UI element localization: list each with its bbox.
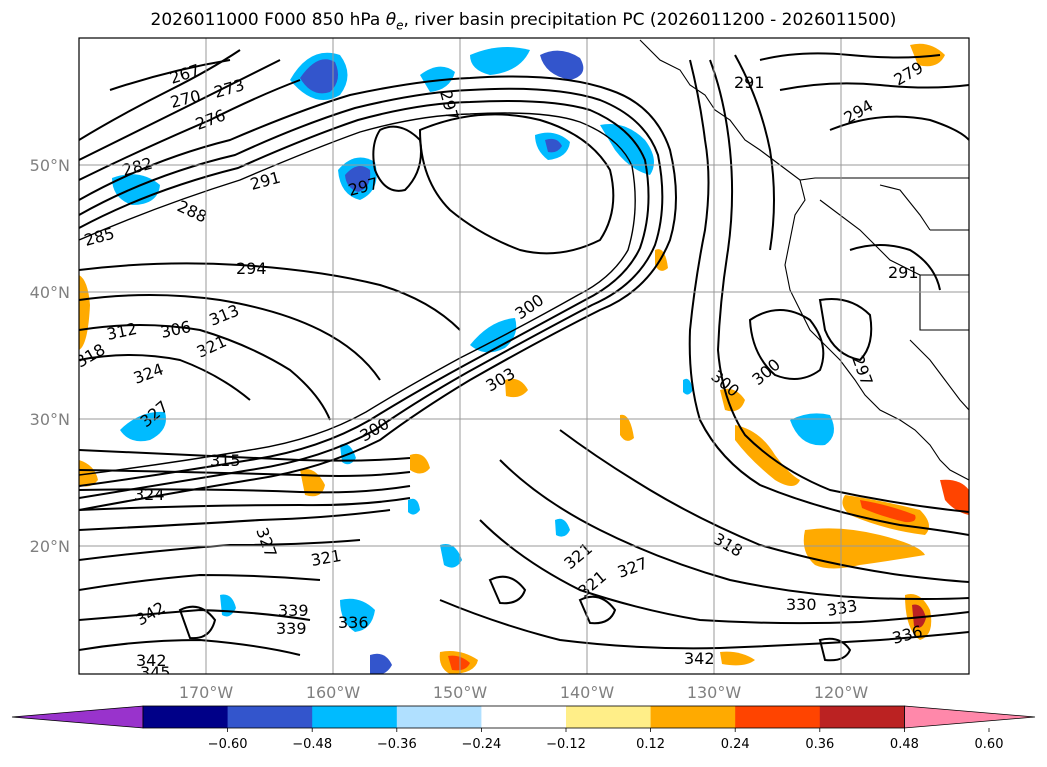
lon-label: 140°W	[560, 683, 615, 702]
colorbar-bin	[566, 706, 652, 728]
colorbar-tick-label: 0.24	[721, 737, 750, 752]
graticule	[79, 38, 969, 674]
map-frame	[78, 37, 970, 675]
colorbar-tick-label: −0.24	[461, 737, 501, 752]
map-plot-area: 267 270 273 276 279 282 285 288 291 291 …	[79, 38, 969, 682]
contour-label: 324	[134, 485, 165, 504]
colorbar-bin	[650, 706, 736, 728]
lat-label: 20°N	[30, 537, 70, 556]
colorbar-frame	[142, 705, 905, 729]
contour-label: 342	[136, 651, 167, 670]
contour-label: 330	[786, 595, 817, 614]
colorbar-bin	[396, 706, 482, 728]
colorbar-bin	[481, 706, 567, 728]
contour-label: 294	[236, 259, 267, 278]
colorbar: −0.60 −0.48 −0.36 −0.24 −0.12 0.12 0.24 0.36 0.4…	[11, 705, 1036, 752]
contour-label: 345	[140, 663, 171, 682]
colorbar-bin	[735, 706, 821, 728]
colorbar-tick-label: 0.48	[890, 737, 919, 752]
lat-label: 40°N	[30, 283, 70, 302]
colorbar-tick-label: 0.60	[975, 737, 1004, 752]
title-prefix: 2026011000 F000 850 hPa	[150, 10, 386, 30]
coastline	[639, 39, 969, 481]
title-theta-sub: e	[396, 18, 404, 33]
colorbar-tick-label: 0.36	[805, 737, 834, 752]
title-suffix: , river basin precipitation PC (20260112…	[403, 10, 897, 30]
contour-label: 342	[684, 649, 715, 668]
colorbar-tick-label: 0.12	[636, 737, 665, 752]
colorbar-tick-label: −0.48	[292, 737, 332, 752]
lon-label: 120°W	[814, 683, 869, 702]
lat-label: 30°N	[30, 410, 70, 429]
colorbar-tick-label: −0.12	[546, 737, 586, 752]
contour-label: 315	[210, 451, 241, 470]
colorbar-bin	[819, 706, 905, 728]
contour-label: 339	[278, 601, 309, 620]
contour-label: 336	[338, 613, 369, 632]
colorbar-bin	[227, 706, 313, 728]
contour-label: 339	[276, 619, 307, 638]
lon-label: 130°W	[687, 683, 742, 702]
longitude-labels: 170°W 160°W 150°W 140°W 130°W 120°W	[179, 683, 869, 702]
colorbar-extend-high	[904, 705, 1036, 729]
lon-label: 160°W	[306, 683, 361, 702]
map-title: 2026011000 F000 850 hPa θe, river basin …	[0, 10, 1047, 32]
lat-label: 50°N	[30, 156, 70, 175]
colorbar-extend-low	[11, 705, 144, 729]
title-theta: θ	[385, 10, 397, 30]
colorbar-bin	[312, 706, 398, 728]
contour-label: 291	[734, 73, 765, 92]
colorbar-tick-label: −0.36	[377, 737, 417, 752]
lon-label: 150°W	[433, 683, 488, 702]
contour-label: 291	[888, 263, 919, 282]
colorbar-bin	[143, 706, 229, 728]
colorbar-tick-label: −0.60	[208, 737, 248, 752]
lon-label: 170°W	[179, 683, 234, 702]
theta-e-contours	[79, 49, 969, 662]
latitude-labels: 50°N 40°N 30°N 20°N	[30, 156, 70, 556]
